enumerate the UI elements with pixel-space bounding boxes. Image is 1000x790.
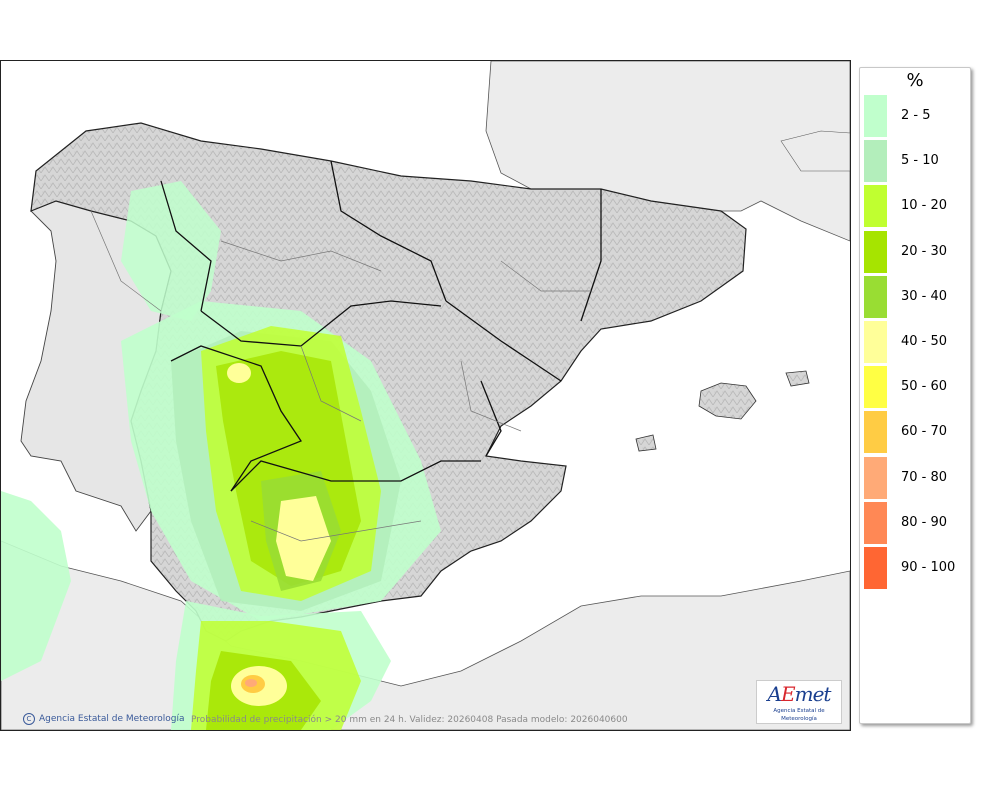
legend-swatch xyxy=(864,547,887,589)
legend-label: 10 - 20 xyxy=(901,198,948,214)
map-panel: C Agencia Estatal de Meteorología Probab… xyxy=(0,60,851,731)
legend-swatch xyxy=(864,321,887,363)
province-line-1 xyxy=(90,210,162,312)
province-line-5 xyxy=(500,260,591,292)
province-borders xyxy=(90,210,591,542)
border-castilla-centre xyxy=(200,300,442,347)
legend-label: 5 - 10 xyxy=(901,153,939,169)
copyright-icon: C xyxy=(23,713,35,725)
legend-label: 40 - 50 xyxy=(901,334,948,349)
legend-label: 90 - 100 xyxy=(901,560,956,575)
probability-overlay-south xyxy=(1,491,391,730)
mallorca-island xyxy=(698,382,757,420)
legend-label: 20 - 30 xyxy=(901,243,948,259)
legend-swatch xyxy=(864,185,887,228)
legend-swatch xyxy=(864,501,887,544)
border-cataluna xyxy=(580,189,602,322)
border-aragon-valencia xyxy=(445,300,562,382)
legend-item: 50 - 60 xyxy=(864,366,968,409)
legend-swatch xyxy=(864,140,887,183)
aemet-logo-subtitle: Agencia Estatal de Meteorología xyxy=(773,708,825,722)
legend-item: 40 - 50 xyxy=(864,321,968,363)
legend-swatch xyxy=(864,230,887,273)
legend-panel: % 2 - 5 5 - 10 10 - 20 20 - 30 30 - 40 40 - 5… xyxy=(859,67,971,724)
probability-overlay xyxy=(121,181,441,621)
legend-item: 5 - 10 xyxy=(864,140,968,183)
legend-swatch xyxy=(864,366,887,409)
legend-item: 2 - 5 xyxy=(864,95,968,137)
legend-item: 20 - 30 xyxy=(864,230,968,273)
legend-label: 80 - 90 xyxy=(901,514,948,530)
prob-area-2-5-atlantic xyxy=(1,491,71,681)
border-north-interior xyxy=(330,160,447,302)
province-line-2 xyxy=(220,240,382,272)
map-caption: Probabilidad de precipitación > 20 mm en… xyxy=(191,715,628,725)
legend-label: 60 - 70 xyxy=(901,424,948,440)
legend-swatch xyxy=(864,456,887,499)
legend-item: 30 - 40 xyxy=(864,275,968,318)
aemet-logo-part3: met xyxy=(794,682,832,706)
aemet-logo-part1: A xyxy=(767,682,782,706)
agency-credit-text: Agencia Estatal de Meteorología xyxy=(39,714,185,724)
legend-label: 30 - 40 xyxy=(901,288,948,304)
border-murcia xyxy=(480,380,502,457)
prob-area-70-80-south xyxy=(245,679,257,687)
region-borders xyxy=(160,160,602,492)
menorca-island xyxy=(785,370,810,387)
legend-item: 80 - 90 xyxy=(864,501,968,544)
precipitation-probability-map xyxy=(1,61,850,730)
border-extremadura xyxy=(170,345,302,492)
border-galicia-castilla xyxy=(160,180,212,312)
legend-swatch xyxy=(864,95,887,137)
prob-area-40-50 xyxy=(276,496,331,581)
corsica-landmass xyxy=(780,130,850,172)
province-line-6 xyxy=(460,360,522,432)
legend-item: 10 - 20 xyxy=(864,185,968,228)
legend-label: 70 - 80 xyxy=(901,469,948,485)
prob-area-40-50-north xyxy=(227,363,251,383)
aemet-logo-part2: E xyxy=(781,682,796,706)
legend-swatch xyxy=(864,275,887,318)
agency-credit: C Agencia Estatal de Meteorología xyxy=(23,713,185,725)
legend-title: % xyxy=(906,70,924,91)
legend-label: 2 - 5 xyxy=(901,108,931,123)
ibiza-island xyxy=(635,434,657,452)
border-andalucia xyxy=(230,460,481,492)
legend-label: 50 - 60 xyxy=(901,379,948,395)
province-line-4 xyxy=(250,520,422,542)
legend-item: 70 - 80 xyxy=(864,456,968,499)
legend-item: 60 - 70 xyxy=(864,411,968,454)
aemet-logo: AEmet Agencia Estatal de Meteorología xyxy=(756,680,842,724)
province-line-3 xyxy=(300,345,362,422)
legend-item: 90 - 100 xyxy=(864,547,968,589)
legend-swatch xyxy=(864,411,887,454)
aemet-logo-word: AEmet xyxy=(757,681,841,707)
prob-area-2-5-north xyxy=(121,181,221,321)
